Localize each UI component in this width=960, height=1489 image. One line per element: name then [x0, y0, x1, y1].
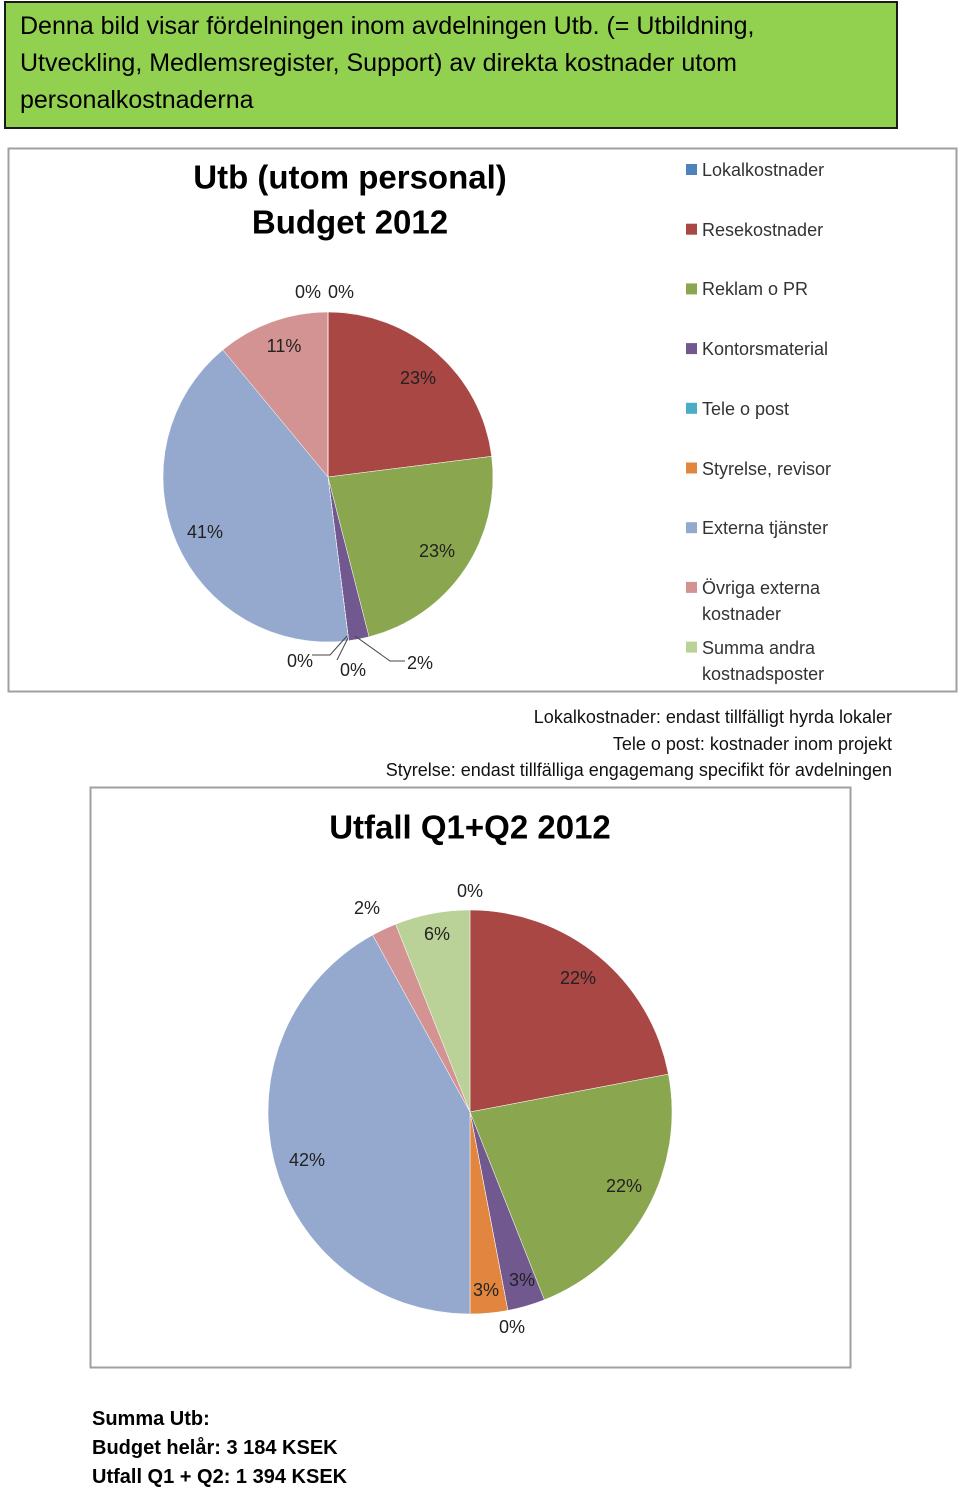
legend-label: Lokalkostnader: [702, 160, 825, 180]
data-label: 2%: [353, 898, 381, 918]
header-box: [4, 1, 898, 129]
pie-slice: [327, 456, 494, 638]
legend-swatch: [686, 283, 697, 295]
data-label: 3%: [508, 1270, 536, 1290]
header-text: Denna bild visar fördelningen inom avdel…: [20, 12, 755, 40]
data-label: 2%: [406, 653, 434, 673]
leader-line: [336, 637, 349, 661]
data-label: 6%: [423, 924, 451, 944]
chart-title: Utfall Q1+Q2 2012: [329, 808, 611, 846]
header-text: Utveckling, Medlemsregister, Support) av…: [20, 49, 737, 77]
chart-title: Budget 2012: [251, 203, 449, 241]
data-label: 22%: [559, 968, 597, 988]
data-label: 22%: [605, 1176, 643, 1196]
pie-slice: [395, 909, 471, 1113]
legend-swatch: [686, 343, 697, 355]
pie-slice: [327, 311, 492, 478]
legend-label: Tele o post: [702, 398, 790, 419]
legend-swatch: [686, 522, 697, 534]
data-label: 0%: [327, 282, 355, 302]
legend-swatch: [686, 164, 697, 175]
legend-label: Reklam o PR: [702, 279, 809, 300]
leader-line: [312, 635, 348, 656]
legend-label: Kontorsmaterial: [702, 339, 829, 360]
chart-title: Utb (utom personal): [193, 158, 507, 196]
data-label: 11%: [266, 336, 302, 356]
data-label: 23%: [399, 368, 437, 388]
pie-slice: [469, 909, 669, 1113]
data-label: 23%: [418, 541, 456, 561]
data-label: 0%: [286, 651, 314, 671]
data-label: 41%: [186, 522, 224, 542]
data-label: 0%: [456, 881, 484, 901]
pie-slice: [469, 1073, 673, 1301]
pies: [162, 164, 697, 1315]
pie-slice: [267, 934, 471, 1315]
summary-text: Utfall Q1 + Q2: 1 394 KSEK: [92, 1466, 348, 1488]
note: Styrelse: endast tillfälliga engagemang …: [385, 760, 892, 780]
pie-slice: [222, 311, 329, 478]
summary-text: Summa Utb:: [92, 1408, 210, 1430]
data-label: 0%: [498, 1317, 526, 1337]
data-label: 0%: [339, 660, 367, 680]
note: Lokalkostnader: endast tillfälligt hyrda…: [533, 707, 892, 727]
legend-swatch: [686, 402, 697, 414]
legend-label: Övriga externa kostnader: [702, 577, 821, 624]
data-label: 0%: [294, 282, 322, 302]
legend-label: Summa andra kostnadsposter: [702, 637, 825, 684]
legend-swatch: [686, 223, 697, 235]
legend-swatch: [686, 581, 697, 593]
legend-swatch: [686, 641, 697, 653]
header-text: personalkostnaderna: [20, 86, 254, 114]
legend-label: Externa tjänster: [702, 518, 829, 539]
data-label: 42%: [288, 1150, 326, 1170]
leader-line: [354, 635, 405, 662]
pie-slice: [162, 349, 349, 643]
legend-label: Resekostnader: [702, 219, 824, 240]
note: Tele o post: kostnader inom projekt: [612, 733, 892, 754]
legend-swatch: [686, 462, 697, 474]
legend-label: Styrelse, revisor: [702, 458, 832, 479]
summary-text: Budget helår: 3 184 KSEK: [92, 1437, 338, 1459]
data-label: 3%: [472, 1280, 500, 1300]
